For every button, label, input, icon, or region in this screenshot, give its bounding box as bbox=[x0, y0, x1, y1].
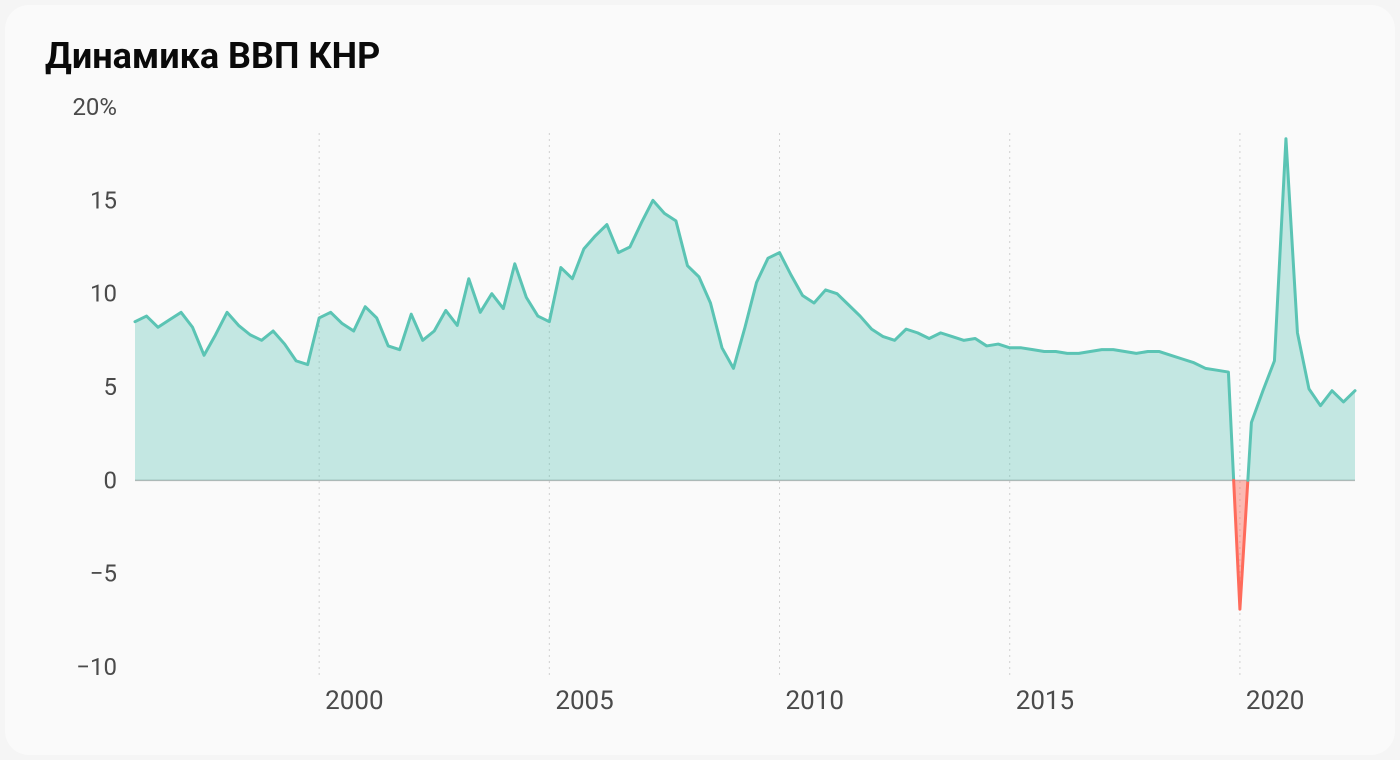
x-tick-label: 2000 bbox=[325, 686, 383, 716]
area-positive bbox=[1248, 139, 1355, 481]
y-tick-label: 5 bbox=[104, 373, 118, 401]
x-tick-label: 2020 bbox=[1246, 686, 1304, 716]
x-tick-label: 2015 bbox=[1016, 686, 1074, 716]
area-positive bbox=[135, 200, 1234, 480]
y-tick-label: 10 bbox=[90, 280, 117, 308]
y-tick-label: −10 bbox=[76, 653, 117, 681]
chart-svg: −10 −5 0 5 10 15 20% 2000 2005 2010 2015 2020 bbox=[25, 87, 1375, 727]
x-tick-label: 2005 bbox=[555, 686, 613, 716]
chart-card: Динамика ВВП КНР −10 −5 0 5 10 15 20% 2000 2005 2… bbox=[5, 5, 1395, 755]
y-tick-label: 20% bbox=[72, 93, 117, 121]
y-tick-label: 0 bbox=[104, 466, 118, 494]
y-tick-label: −5 bbox=[90, 560, 117, 588]
chart-title: Динамика ВВП КНР bbox=[45, 35, 1375, 77]
x-tick-label: 2010 bbox=[786, 686, 844, 716]
y-tick-label: 15 bbox=[90, 186, 117, 214]
chart-area: −10 −5 0 5 10 15 20% 2000 2005 2010 2015 2020 bbox=[25, 87, 1375, 727]
